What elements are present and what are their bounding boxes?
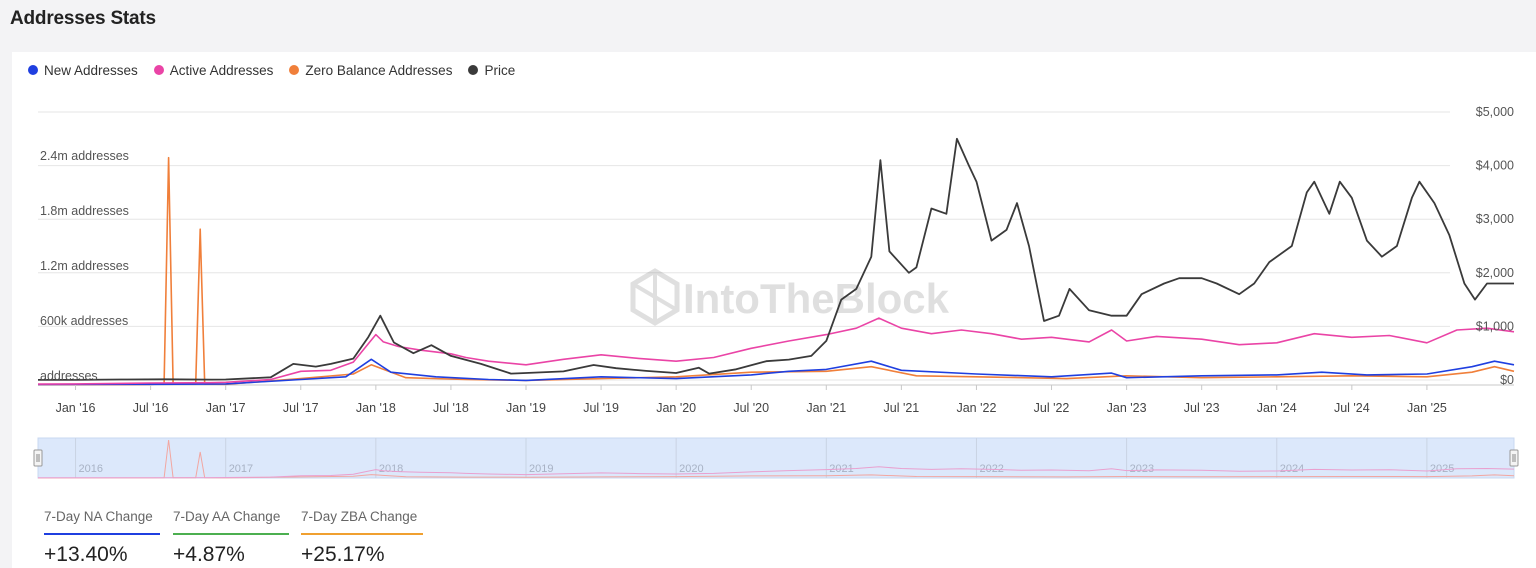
line-chart: IntoTheBlock Jan '16 Jul '16 Jan '17 Jul '1… (33, 105, 1519, 479)
y-left-tick-label: addresses (40, 369, 98, 383)
new-addresses-dot-icon (28, 65, 38, 75)
kpi-label: 7-Day NA Change (44, 509, 153, 524)
series-line-active-addresses (37, 317, 1515, 385)
active-addresses-dot-icon (153, 65, 164, 75)
x-tick-label: Jul '24 (1334, 401, 1370, 415)
x-tick-label: Jul '18 (433, 401, 469, 415)
x-tick-label: Jan '24 (1257, 401, 1297, 415)
y-axis-right: $0 $1,000 $2,000 $3,000 $4,000 $5,000 (1476, 105, 1514, 387)
legend-label: New Addresses (44, 62, 138, 78)
y-right-tick-label: $5,000 (1476, 105, 1514, 119)
x-tick-label: Jan '21 (806, 401, 846, 415)
navigator-year-label: 2023 (1130, 463, 1154, 475)
x-tick-label: Jul '20 (733, 401, 769, 415)
kpi-underline (301, 533, 423, 535)
page-title: Addresses Stats (10, 8, 156, 29)
y-axis-left: addresses 600k addresses 1.2m addresses 1.8… (40, 149, 129, 383)
x-tick-label: Jul '17 (283, 401, 319, 415)
x-tick-label: Jan '20 (656, 401, 696, 415)
chart-card (12, 52, 1536, 568)
series-group (37, 137, 1515, 386)
kpi-underline (173, 533, 289, 535)
y-left-tick-label: 2.4m addresses (40, 149, 129, 163)
x-tick-label: Jan '19 (506, 401, 546, 415)
navigator-year-label: 2016 (79, 463, 103, 475)
kpi-na-change: 7-Day NA Change +13.40% (44, 509, 160, 566)
navigator-left-handle[interactable] (33, 449, 43, 467)
series-line-zero-balance-addresses (37, 156, 1515, 386)
x-tick-label: Jul '21 (884, 401, 920, 415)
legend-item-zero-balance-addresses[interactable]: Zero Balance Addresses (289, 63, 452, 78)
navigator-year-label: 2024 (1280, 463, 1304, 475)
y-right-tick-label: $3,000 (1476, 212, 1514, 226)
y-right-tick-label: $1,000 (1476, 319, 1514, 333)
kpi-underline (44, 533, 160, 535)
x-tick-label: Jul '22 (1034, 401, 1070, 415)
kpi-value: +25.17% (301, 543, 385, 566)
navigator-year-label: 2018 (379, 463, 403, 475)
x-tick-label: Jan '18 (356, 401, 396, 415)
watermark-logo-icon (630, 268, 680, 326)
y-right-tick-label: $2,000 (1476, 266, 1514, 280)
watermark: IntoTheBlock (630, 268, 950, 326)
chart-legend: New Addresses Active Addresses Zero Bala… (28, 62, 515, 78)
x-tick-label: Jan '16 (56, 401, 96, 415)
zero-balance-dot-icon (289, 65, 300, 75)
legend-item-price[interactable]: Price (468, 63, 515, 78)
y-left-tick-label: 1.8m addresses (40, 204, 129, 218)
navigator-series-line (38, 466, 1515, 479)
range-navigator[interactable]: 2016 2017 2018 2019 2020 2021 2022 2023 2024 2025 (33, 437, 1519, 479)
x-tick-label: Jan '23 (1107, 401, 1147, 415)
y-right-tick-label: $4,000 (1476, 159, 1514, 173)
x-tick-label: Jan '25 (1407, 401, 1447, 415)
legend-item-new-addresses[interactable]: New Addresses (28, 63, 138, 78)
watermark-text: IntoTheBlock (683, 275, 950, 322)
x-tick-label: Jul '19 (583, 401, 619, 415)
navigator-year-label: 2019 (529, 463, 553, 475)
navigator-year-label: 2025 (1430, 463, 1454, 475)
navigator-year-label: 2017 (229, 463, 253, 475)
page-header: Addresses Stats (0, 0, 1536, 52)
kpi-value: +13.40% (44, 543, 128, 566)
y-left-tick-label: 1.2m addresses (40, 259, 129, 273)
kpi-aa-change: 7-Day AA Change +4.87% (173, 509, 289, 566)
x-tick-label: Jan '22 (956, 401, 996, 415)
x-tick-label: Jul '23 (1184, 401, 1220, 415)
y-right-tick-label: $0 (1500, 373, 1514, 387)
kpi-value: +4.87% (173, 543, 245, 566)
navigator-right-handle[interactable] (1509, 449, 1519, 467)
series-line-price (38, 137, 1514, 381)
legend-item-active-addresses[interactable]: Active Addresses (153, 62, 274, 78)
x-tick-label: Jul '16 (133, 401, 169, 415)
series-line-new-addresses (37, 358, 1515, 386)
navigator-year-label: 2020 (679, 463, 703, 475)
x-axis: Jan '16 Jul '16 Jan '17 Jul '17 Jan '18 Jul '… (56, 385, 1447, 415)
kpi-zba-change: 7-Day ZBA Change +25.17% (301, 509, 423, 566)
kpi-label: 7-Day AA Change (173, 509, 281, 524)
legend-label: Price (484, 62, 516, 78)
price-dot-icon (468, 65, 479, 75)
legend-label: Zero Balance Addresses (305, 62, 453, 78)
legend-label: Active Addresses (169, 62, 274, 78)
kpi-label: 7-Day ZBA Change (301, 509, 418, 524)
x-tick-label: Jan '17 (206, 401, 246, 415)
y-left-tick-label: 600k addresses (40, 314, 128, 328)
